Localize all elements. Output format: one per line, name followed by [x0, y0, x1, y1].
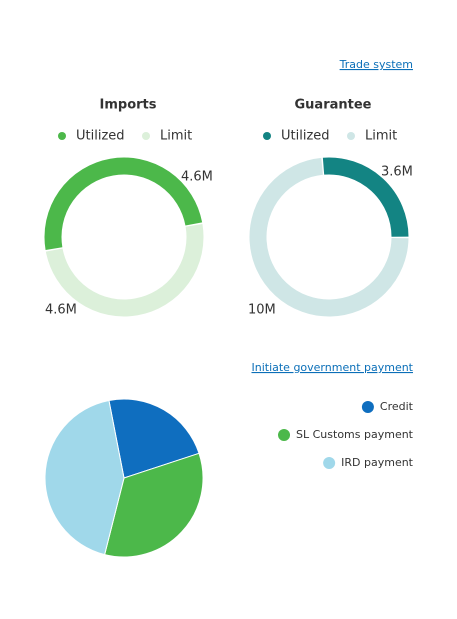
legend-label: Utilized [281, 129, 330, 144]
value-label: 4.6M [181, 170, 213, 185]
legend-dot [263, 132, 271, 140]
legend-dot [58, 132, 66, 140]
legend-label: Limit [365, 129, 397, 144]
pie-slice [44, 399, 125, 556]
legend-label: Credit [380, 400, 414, 413]
legend-dot [347, 132, 355, 140]
chart-title: Guarantee [295, 98, 372, 113]
legend-label: IRD payment [341, 456, 414, 469]
donut-segment [44, 157, 203, 251]
legend-label: Limit [160, 129, 192, 144]
value-label: 3.6M [381, 165, 413, 180]
legend-dot [361, 401, 374, 413]
legend-dot [278, 429, 291, 441]
government-payment-link[interactable]: Initiate government payment [251, 361, 413, 374]
legend-dot [323, 457, 336, 469]
legend-dot [142, 132, 150, 140]
value-label: 4.6M [45, 303, 77, 318]
legend-label: Utilized [76, 129, 125, 144]
donut-segment [249, 157, 409, 317]
pie-slice [104, 452, 204, 558]
legend-label: SL Customs payment [296, 428, 414, 441]
donut-segment [322, 157, 409, 237]
chart-title: Imports [100, 98, 157, 113]
trade-system-link[interactable]: Trade system [339, 58, 413, 71]
value-label: 10M [248, 303, 276, 318]
donut-segment [45, 223, 204, 317]
pie-slice [108, 398, 200, 479]
